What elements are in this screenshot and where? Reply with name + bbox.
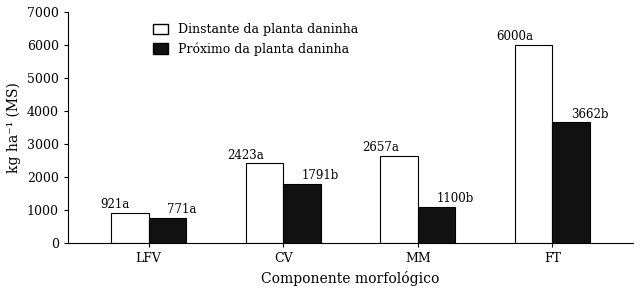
Text: 921a: 921a <box>100 198 130 211</box>
Bar <box>284 184 321 243</box>
X-axis label: Componente morfológico: Componente morfológico <box>261 271 440 286</box>
Text: 2423a: 2423a <box>228 149 264 161</box>
Text: 1791b: 1791b <box>302 169 339 183</box>
Y-axis label: kg ha⁻¹ (MS): kg ha⁻¹ (MS) <box>7 82 21 173</box>
Bar <box>111 213 148 243</box>
Text: 1100b: 1100b <box>436 192 474 205</box>
Bar <box>148 218 186 243</box>
Text: 2657a: 2657a <box>362 141 399 154</box>
Legend: Dinstante da planta daninha, Próximo da planta daninha: Dinstante da planta daninha, Próximo da … <box>148 18 363 61</box>
Text: 3662b: 3662b <box>571 108 609 120</box>
Bar <box>380 156 418 243</box>
Bar <box>552 122 590 243</box>
Bar <box>246 163 284 243</box>
Bar <box>418 207 456 243</box>
Text: 6000a: 6000a <box>497 30 534 43</box>
Text: 771a: 771a <box>168 203 197 216</box>
Bar <box>515 45 552 243</box>
